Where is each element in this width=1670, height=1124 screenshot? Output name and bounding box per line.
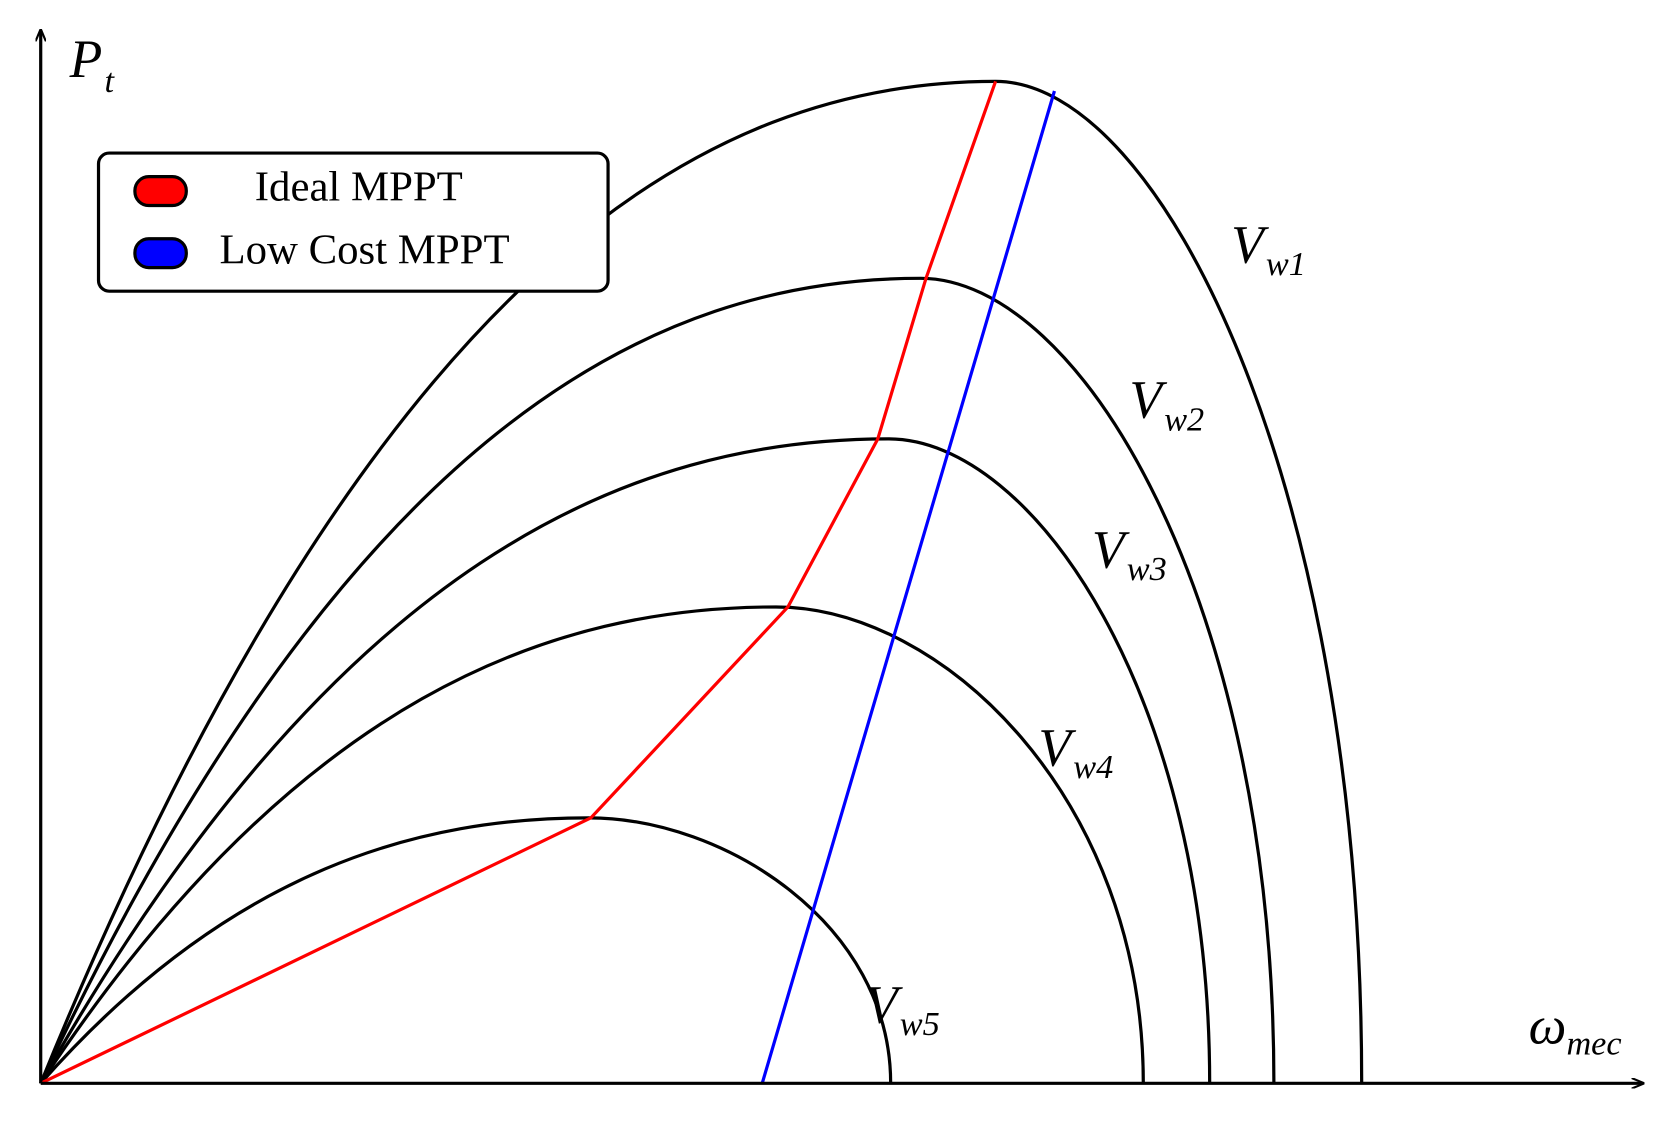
legend-swatch [133,237,188,270]
curve-label-main: V [1038,717,1076,777]
power-curve [39,437,1212,1085]
curve-label-sub: w3 [1127,550,1167,588]
curve-label: Vw4 [1038,717,1113,786]
curve-label-main: V [865,974,903,1034]
low-cost-mppt-line [760,90,1056,1084]
x-label-sub: mec [1566,1024,1621,1062]
power-curve [39,816,893,1085]
curve-label-main: V [1129,369,1167,429]
curve-label-sub: w1 [1266,245,1306,283]
curve-label: Vw3 [1092,519,1167,588]
curve-label: Vw1 [1231,214,1306,283]
power-curve [39,276,1276,1085]
x-axis-label: ωmec [1529,996,1622,1063]
legend-label: Low Cost MPPT [219,227,509,274]
legend-label: Ideal MPPT [255,163,463,210]
legend-swatch [133,175,188,208]
y-label-main: P [69,29,103,89]
legend-box [96,151,610,293]
curve-label-sub: w4 [1073,748,1113,786]
legend: Ideal MPPT Low Cost MPPT [96,151,610,293]
curve-label: Vw5 [865,974,940,1043]
power-curve [39,79,1364,1084]
power-curve [39,605,1145,1085]
curve-label-main: V [1231,214,1269,274]
y-label-sub: t [104,62,115,100]
curve-label-sub: w2 [1164,400,1204,438]
curve-label: Vw2 [1129,369,1204,438]
x-label-main: ω [1529,996,1567,1056]
ideal-mppt-line [40,80,998,1085]
curve-label-main: V [1092,519,1130,579]
y-axis-label: Pt [69,29,116,100]
curve-label-sub: w5 [900,1005,940,1043]
power-curves [39,79,1364,1085]
